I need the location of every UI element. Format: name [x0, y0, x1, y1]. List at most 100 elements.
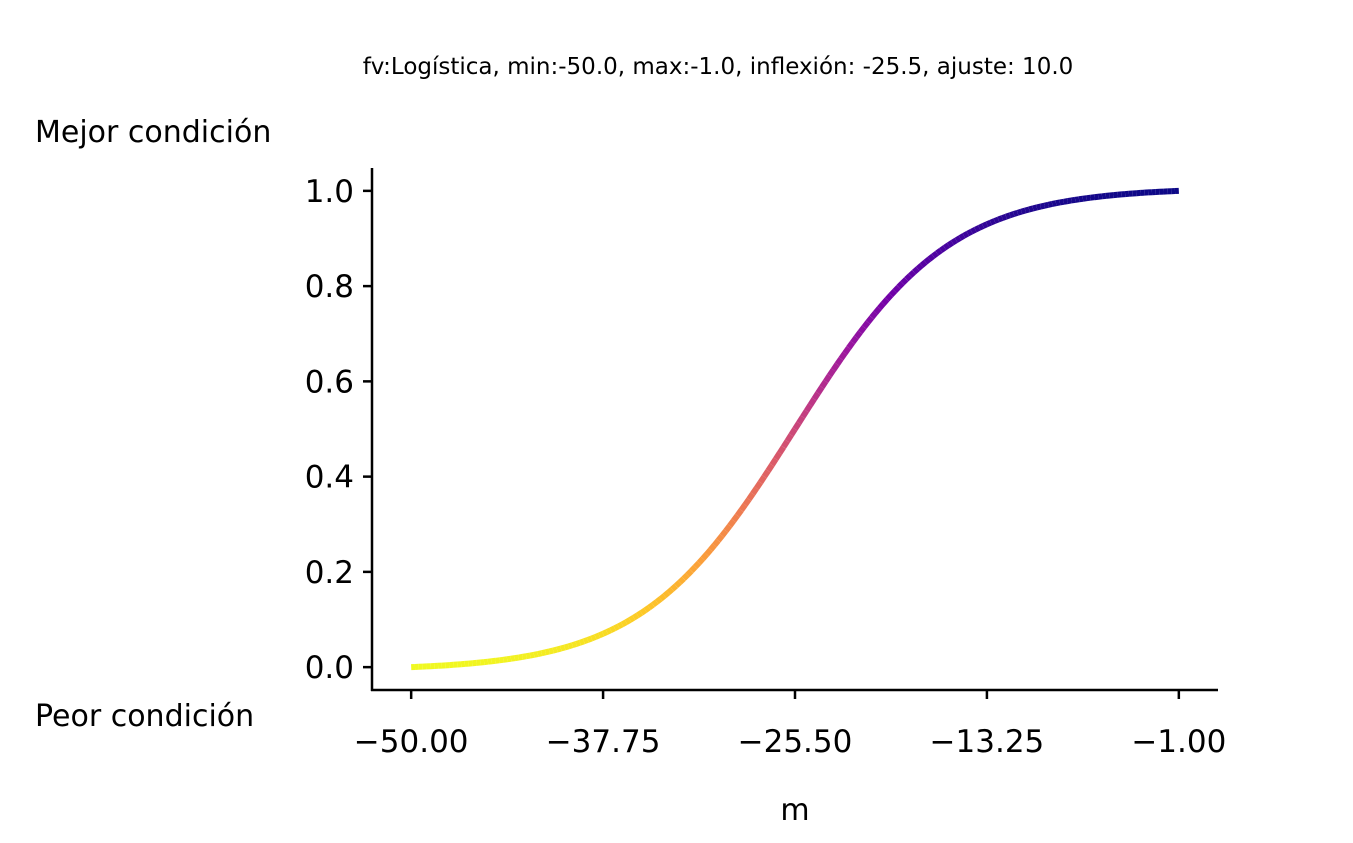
curve-segment [923, 256, 932, 265]
curve-segment [1051, 200, 1057, 207]
curve-segment [579, 638, 585, 646]
curve-segment [1028, 205, 1034, 213]
curve-segment [514, 654, 520, 662]
curve-segment [842, 346, 852, 355]
curve-segment [544, 648, 551, 656]
curve-segment [869, 310, 878, 320]
curve-segment [643, 605, 651, 613]
curve-segment [911, 266, 920, 275]
curve-segment [884, 293, 894, 302]
x-tick-label: −37.75 [546, 724, 661, 760]
curve-segment [1063, 198, 1069, 205]
curve-segment [827, 368, 836, 378]
y-tick-label: 0.8 [305, 269, 354, 305]
y-tick-label: 0.0 [305, 650, 354, 686]
curve-segment [754, 480, 763, 490]
curve-segment [529, 651, 535, 659]
curve-segment [784, 433, 794, 443]
curve-segment [673, 580, 682, 589]
curve-segment [628, 615, 636, 623]
curve-segment [946, 240, 954, 248]
x-axis-label: m [780, 793, 809, 828]
curve-segment [846, 340, 856, 350]
curve-segment [1024, 206, 1030, 214]
curve-segment [1012, 209, 1019, 217]
curve-segment [823, 373, 833, 384]
curve-segment [819, 379, 829, 389]
curve-segment [1001, 213, 1008, 221]
x-tick-label: −25.50 [738, 724, 853, 760]
curve-segment [632, 612, 640, 621]
curve-segment [586, 635, 593, 643]
curve-segment [750, 486, 760, 496]
curve-segment [857, 325, 867, 335]
curve-segment [582, 637, 589, 645]
curve-segment [962, 231, 970, 239]
y-tick-label: 0.6 [305, 364, 354, 400]
curve-segment [1043, 201, 1049, 209]
curve-segment [900, 277, 909, 286]
curve-segment [624, 617, 632, 625]
curve-segment [700, 552, 709, 561]
curve-segment [765, 463, 775, 473]
curve-segment [613, 623, 620, 632]
curve-segment [696, 556, 706, 565]
curve-segment [708, 543, 717, 552]
curve-segment [506, 655, 512, 663]
curve-segment [654, 596, 663, 605]
curve-segment [746, 492, 756, 502]
curve-segment [892, 284, 901, 294]
curve-segment [1039, 202, 1046, 210]
curve-segment [854, 330, 863, 340]
curve-segment [873, 306, 882, 315]
curve-segment [521, 653, 527, 660]
y-tick-label: 0.4 [305, 460, 354, 496]
curve-segment [989, 218, 996, 226]
curve-segment [742, 497, 752, 507]
curve-segment [977, 223, 985, 231]
curve-segment [796, 415, 806, 425]
curve-segment [552, 646, 558, 654]
curve-segment [556, 645, 562, 653]
curve-segment [620, 619, 628, 627]
curve-segment [985, 219, 992, 228]
curve-segment [807, 397, 817, 407]
curve-segment [715, 533, 725, 543]
curve-segment [677, 576, 686, 585]
curve-segment [997, 215, 1004, 223]
worst-condition-label: Peor condición [35, 699, 254, 734]
curve-segment [537, 650, 543, 657]
x-tick-label: −13.25 [930, 724, 1045, 760]
curve-segment [609, 625, 616, 633]
curve-segment [719, 528, 729, 538]
curve-segment [958, 233, 966, 241]
curve-segment [981, 221, 989, 229]
curve-segment [548, 647, 554, 655]
curve-segment [915, 263, 924, 271]
curve-segment [571, 641, 578, 649]
curve-segment [590, 634, 597, 642]
curve-segment [1020, 207, 1027, 215]
curve-segment [838, 351, 848, 361]
curve-segment [850, 335, 859, 345]
curve-segment [499, 656, 504, 664]
curve-segment [908, 269, 917, 278]
curve-segment [773, 451, 783, 461]
curve-segment [670, 583, 679, 592]
curve-segment [575, 639, 581, 647]
y-axis-ticks: 0.0 0.2 0.4 0.6 0.8 1.0 [305, 174, 372, 686]
curve-segment [830, 362, 840, 372]
curve-segment [605, 627, 613, 635]
x-tick-label: −50.00 [354, 724, 469, 760]
curve-segment [1016, 208, 1023, 216]
curve-segment [712, 538, 721, 548]
curve-segment [1070, 196, 1076, 204]
curve-segment [943, 242, 951, 251]
curve-segment [1086, 194, 1091, 202]
curve-segment [815, 385, 825, 395]
curve-segment [1082, 195, 1088, 202]
curve-segment [704, 547, 713, 557]
curve-segment [525, 652, 531, 660]
curve-segment [594, 632, 601, 640]
curve-segment [792, 421, 802, 431]
